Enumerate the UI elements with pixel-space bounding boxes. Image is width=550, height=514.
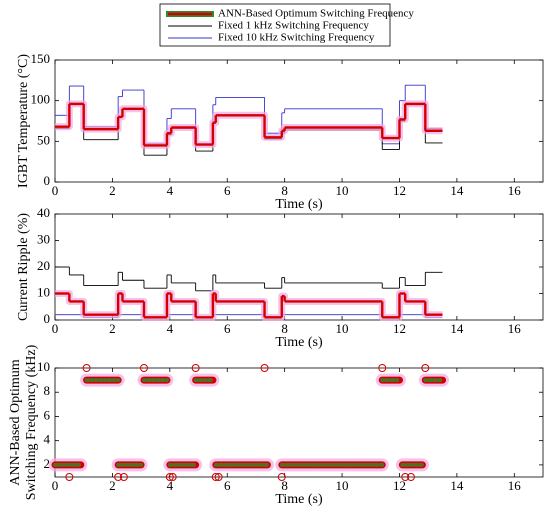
x-tick-label: 16 xyxy=(508,478,522,493)
x-tick-label: 2 xyxy=(109,321,116,336)
outlier xyxy=(65,473,74,481)
y-tick-label: 0 xyxy=(44,173,51,188)
outlier xyxy=(277,473,286,481)
legend-label: Fixed 10 kHz Switching Frequency xyxy=(218,32,375,44)
x-axis-label: Time (s) xyxy=(275,492,323,507)
x-axis-label: Time (s) xyxy=(275,197,323,212)
x-tick-label: 6 xyxy=(224,321,231,336)
outlier xyxy=(82,364,91,372)
axes-box xyxy=(54,59,544,183)
outlier xyxy=(260,364,269,372)
outlier xyxy=(191,364,200,372)
outlier xyxy=(139,364,148,372)
x-tick-label: 6 xyxy=(224,478,231,493)
x-tick-label: 14 xyxy=(450,321,464,336)
outlier xyxy=(406,473,415,481)
x-tick-label: 4 xyxy=(167,321,174,336)
y-tick-label: 4 xyxy=(44,432,51,447)
series xyxy=(55,100,443,149)
outlier xyxy=(421,364,430,372)
x-tick-label: 0 xyxy=(52,183,59,198)
x-tick-label: 16 xyxy=(508,321,522,336)
x-tick-label: 12 xyxy=(393,478,406,493)
outlier xyxy=(165,473,174,481)
x-tick-label: 16 xyxy=(508,183,522,198)
x-tick-label: 10 xyxy=(336,478,349,493)
y-tick-label: 0 xyxy=(44,311,51,326)
y-tick-label: 10 xyxy=(37,359,50,374)
y-axis-label: ANN-Based Optimum xyxy=(8,359,23,485)
y-tick-label: 10 xyxy=(37,284,50,299)
outlier xyxy=(401,473,410,481)
y-tick-label: 8 xyxy=(44,383,51,398)
y-axis-label: Current Ripple (%) xyxy=(16,213,31,321)
legend-label: ANN-Based Optimum Switching Frequency xyxy=(218,8,414,20)
series xyxy=(55,266,443,292)
outlier xyxy=(378,364,387,372)
y-tick-label: 100 xyxy=(31,92,51,107)
y-axis-label: Switching Frequency (kHz) xyxy=(24,344,39,500)
series xyxy=(55,290,443,321)
x-tick-label: 10 xyxy=(336,183,349,198)
outlier xyxy=(168,473,177,481)
x-tick-label: 6 xyxy=(224,183,231,198)
x-tick-label: 12 xyxy=(393,321,406,336)
y-tick-label: 50 xyxy=(37,132,50,147)
x-tick-label: 14 xyxy=(450,478,464,493)
x-tick-label: 8 xyxy=(281,478,288,493)
x-tick-label: 10 xyxy=(336,321,349,336)
x-tick-label: 2 xyxy=(109,183,116,198)
x-tick-label: 14 xyxy=(450,183,464,198)
y-axis-label: IGBT Temperature (°C) xyxy=(16,54,31,188)
x-tick-label: 8 xyxy=(281,321,288,336)
x-tick-label: 0 xyxy=(52,478,59,493)
x-tick-label: 4 xyxy=(167,183,174,198)
x-tick-label: 4 xyxy=(167,478,174,493)
outlier xyxy=(214,473,223,481)
axes-box xyxy=(54,367,544,478)
y-tick-label: 6 xyxy=(44,407,51,422)
x-tick-label: 12 xyxy=(393,183,406,198)
outlier xyxy=(119,473,128,481)
x-axis-label: Time (s) xyxy=(275,335,323,350)
outlier xyxy=(211,473,220,481)
y-tick-label: 20 xyxy=(37,258,50,273)
outlier xyxy=(114,473,123,481)
y-tick-label: 30 xyxy=(37,231,50,246)
legend-label: Fixed 1 kHz Switching Frequency xyxy=(218,20,369,32)
x-tick-label: 8 xyxy=(281,183,288,198)
x-tick-label: 2 xyxy=(109,478,116,493)
x-tick-label: 0 xyxy=(52,321,59,336)
y-tick-label: 150 xyxy=(31,51,51,66)
y-tick-label: 40 xyxy=(37,205,50,220)
y-tick-label: 2 xyxy=(44,456,51,471)
